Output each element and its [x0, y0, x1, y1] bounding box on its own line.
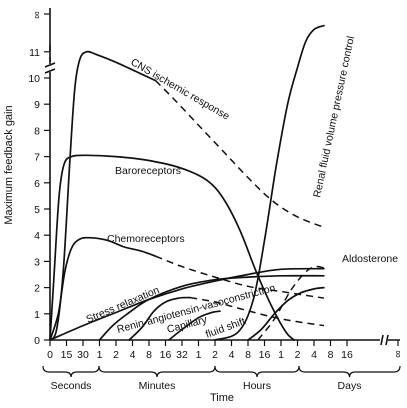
- aldosterone-curve: [247, 286, 325, 341]
- x-tick-label: 2: [212, 349, 218, 361]
- x-axis-break-mark: [380, 334, 384, 346]
- cns-ischemic-response-dashed-curve: [155, 80, 325, 228]
- time-segment-label: Minutes: [139, 380, 176, 392]
- y-tick-label: 10: [28, 73, 40, 85]
- time-segment-brace: [298, 365, 401, 378]
- capillary-dashed-curve: [190, 296, 325, 327]
- x-tick-label: 15: [61, 349, 73, 361]
- x-axis-title: Time: [210, 392, 234, 404]
- y-tick-label: 2: [34, 283, 40, 295]
- cns-ischemic-response-label: CNS ischemic response: [129, 56, 232, 122]
- capillary-curve: [128, 296, 192, 341]
- curves-group: [49, 24, 325, 341]
- y-tick-label: 3: [34, 256, 40, 268]
- aldosterone-label: Aldosterone: [342, 253, 398, 265]
- chemoreceptors-curve: [49, 236, 157, 341]
- y-tick-label: 1: [34, 309, 40, 321]
- y-axis-title: Maximum feedback gain: [3, 105, 15, 224]
- x-tick-label: 16: [160, 349, 172, 361]
- renal-fluid-volume-pressure-control-curve: [214, 24, 325, 341]
- time-segment-label: Days: [338, 380, 362, 392]
- fluid-shift-curve: [167, 310, 221, 341]
- x-tick-label: 16: [341, 349, 353, 361]
- fluid-shift-label: fluid shift: [204, 315, 247, 340]
- x-tick-label: 8: [328, 349, 334, 361]
- time-segment-brace: [214, 365, 300, 378]
- x-tick-label: 8: [146, 349, 152, 361]
- aldosterone-dashed-curve: [257, 265, 325, 341]
- x-tick-label: 4: [229, 349, 235, 361]
- x-infinity-label: ∞: [392, 350, 404, 358]
- y-tick-label: 11: [29, 47, 40, 59]
- x-tick-label: 1: [278, 349, 284, 361]
- time-segment-label: Seconds: [51, 380, 92, 392]
- y-tick-label: 9: [34, 99, 40, 111]
- x-tick-label: 0: [47, 349, 53, 361]
- renal-fluid-volume-pressure-control-label: Renal fluid volume pressure control: [311, 35, 357, 198]
- x-axis-break-mark: [385, 334, 389, 346]
- y-tick-label: 8: [34, 125, 40, 137]
- y-ticks-group: 0 1 2 3 4 5 6 7 8 9 10 11: [28, 47, 50, 347]
- chemoreceptors-dashed-curve: [155, 255, 325, 299]
- time-segment-brace: [42, 365, 100, 378]
- time-segment-label: Hours: [243, 380, 271, 392]
- x-tick-label: 2: [295, 349, 301, 361]
- y-infinity-label: ∞: [31, 11, 43, 19]
- renin-angiotensin-vasoconstriction-curve: [98, 274, 325, 341]
- x-tick-label: 4: [311, 349, 317, 361]
- chemoreceptors-label: Chemoreceptors: [107, 233, 185, 245]
- x-tick-label: 16: [259, 349, 271, 361]
- x-tick-label: 1: [196, 349, 202, 361]
- x-tick-label: 30: [77, 349, 89, 361]
- y-tick-label: 6: [34, 178, 40, 190]
- time-segment-brace: [98, 365, 216, 378]
- y-axis-break-mark: [44, 62, 56, 68]
- x-tick-label: 8: [245, 349, 251, 361]
- baroreceptors-label: Baroreceptors: [115, 165, 181, 177]
- y-tick-label: 4: [34, 230, 40, 242]
- series-labels-group: CNS ischemic response Baroreceptors Chemor…: [84, 35, 398, 341]
- y-tick-label: 0: [34, 335, 40, 347]
- x-tick-label: 1: [97, 349, 103, 361]
- x-tick-label: 2: [113, 349, 119, 361]
- x-tick-label: 32: [176, 349, 188, 361]
- x-tick-label: 4: [130, 349, 136, 361]
- y-tick-label: 5: [34, 204, 40, 216]
- y-axis-break-mark: [44, 68, 56, 74]
- y-tick-label: 7: [34, 152, 40, 164]
- stress-relaxation-curve: [49, 267, 325, 341]
